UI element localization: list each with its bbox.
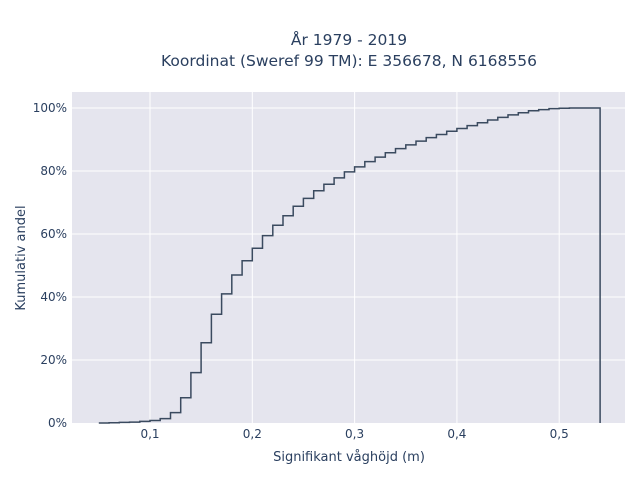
chart-title-line-1: År 1979 - 2019 <box>291 30 407 49</box>
y-axis-label: Kumulativ andel <box>14 205 29 310</box>
cumulative-step-line <box>98 107 601 424</box>
y-tick-label: 40% <box>40 290 67 304</box>
y-axis-ticks: 0% 20% 40% 60% 80% 100% <box>33 101 67 430</box>
y-tick-label: 0% <box>48 416 67 430</box>
x-tick-label: 0,5 <box>550 427 569 441</box>
chart-title-line-2: Koordinat (Sweref 99 TM): E 356678, N 61… <box>161 52 537 70</box>
x-tick-label: 0,1 <box>140 427 159 441</box>
y-tick-label: 60% <box>40 227 67 241</box>
x-axis-label: Signifikant våghöjd (m) <box>273 450 425 465</box>
x-tick-label: 0,4 <box>447 427 466 441</box>
x-tick-label: 0,3 <box>345 427 364 441</box>
y-tick-label: 80% <box>40 164 67 178</box>
x-tick-label: 0,2 <box>243 427 262 441</box>
y-tick-label: 100% <box>33 101 67 115</box>
x-axis-ticks: 0,1 0,2 0,3 0,4 0,5 <box>140 427 568 441</box>
y-tick-label: 20% <box>40 353 67 367</box>
plot-area <box>72 92 625 423</box>
grid-lines <box>72 92 625 423</box>
